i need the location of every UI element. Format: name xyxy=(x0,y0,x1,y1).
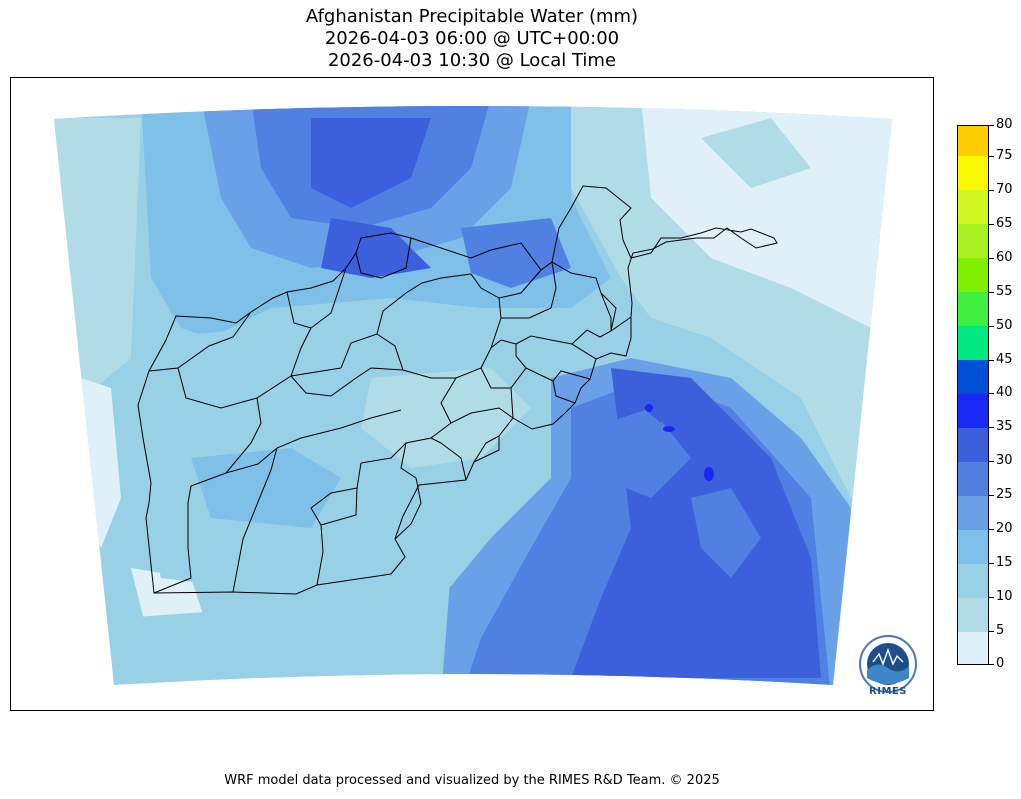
colorbar-tick xyxy=(989,461,994,462)
colorbar-label: 20 xyxy=(996,521,1013,536)
colorbar-cell xyxy=(958,598,988,632)
map-panel xyxy=(10,77,934,711)
colorbar-label: 10 xyxy=(996,589,1013,604)
colorbar-tick xyxy=(989,258,994,259)
colorbar-label: 55 xyxy=(996,284,1013,299)
colorbar-tick xyxy=(989,664,994,665)
title-line-variable: Afghanistan Precipitable Water (mm) xyxy=(305,6,639,27)
colorbar-tick xyxy=(989,156,994,157)
colorbar-cell xyxy=(958,326,988,360)
colorbar-label: 40 xyxy=(996,385,1013,400)
colorbar-tick xyxy=(989,326,994,327)
title-line-utc-time: 2026-04-03 06:00 @ UTC+00:00 xyxy=(324,28,620,49)
colorbar-tick xyxy=(989,597,994,598)
colorbar-tick xyxy=(989,631,994,632)
admin-boundaries xyxy=(137,185,778,595)
colorbar-label: 35 xyxy=(996,419,1013,434)
colorbar-tick xyxy=(989,563,994,564)
colorbar-cell xyxy=(958,360,988,394)
colorbar-cell xyxy=(958,496,988,530)
colorbar-cell xyxy=(958,530,988,564)
colorbar-cell xyxy=(958,564,988,598)
colorbar-cell xyxy=(958,632,988,664)
colorbar-tick xyxy=(989,360,994,361)
colorbar-tick xyxy=(989,495,994,496)
colorbar-label: 75 xyxy=(996,148,1013,163)
colorbar-tick xyxy=(989,292,994,293)
rimes-logo xyxy=(859,635,917,693)
colorbar-cell xyxy=(958,394,988,428)
colorbar-label: 25 xyxy=(996,487,1013,502)
colorbar-cell xyxy=(958,156,988,190)
colorbar-label: 45 xyxy=(996,352,1013,367)
colorbar-cell xyxy=(958,126,988,156)
contour-fill-layer xyxy=(54,106,892,685)
colorbar-label: 65 xyxy=(996,216,1013,231)
colorbar-label: 0 xyxy=(996,656,1005,671)
colorbar-cell xyxy=(958,190,988,224)
colorbar-label: 5 xyxy=(996,623,1005,638)
precipitable-water-map xyxy=(54,106,892,685)
title-line-local-time: 2026-04-03 10:30 @ Local Time xyxy=(327,50,617,71)
colorbar-label: 70 xyxy=(996,182,1013,197)
colorbar-cell xyxy=(958,258,988,292)
colorbar-cell xyxy=(958,292,988,326)
colorbar-label: 50 xyxy=(996,318,1013,333)
colorbar-tick xyxy=(989,529,994,530)
colorbar-label: 60 xyxy=(996,250,1013,265)
colorbar-tick xyxy=(989,393,994,394)
rimes-logo-text: RIMES xyxy=(869,686,907,697)
colorbar-tick xyxy=(989,125,994,126)
colorbar-label: 15 xyxy=(996,555,1013,570)
colorbar-cell xyxy=(958,428,988,462)
colorbar-label: 80 xyxy=(996,117,1013,132)
colorbar-tick xyxy=(989,224,994,225)
colorbar-cell xyxy=(958,462,988,496)
footer-credit: WRF model data processed and visualized … xyxy=(224,773,720,788)
colorbar xyxy=(957,125,989,665)
colorbar-tick xyxy=(989,190,994,191)
colorbar-tick xyxy=(989,427,994,428)
colorbar-cell xyxy=(958,224,988,258)
map-title: Afghanistan Precipitable Water (mm) 2026… xyxy=(0,6,944,72)
colorbar-label: 30 xyxy=(996,453,1013,468)
